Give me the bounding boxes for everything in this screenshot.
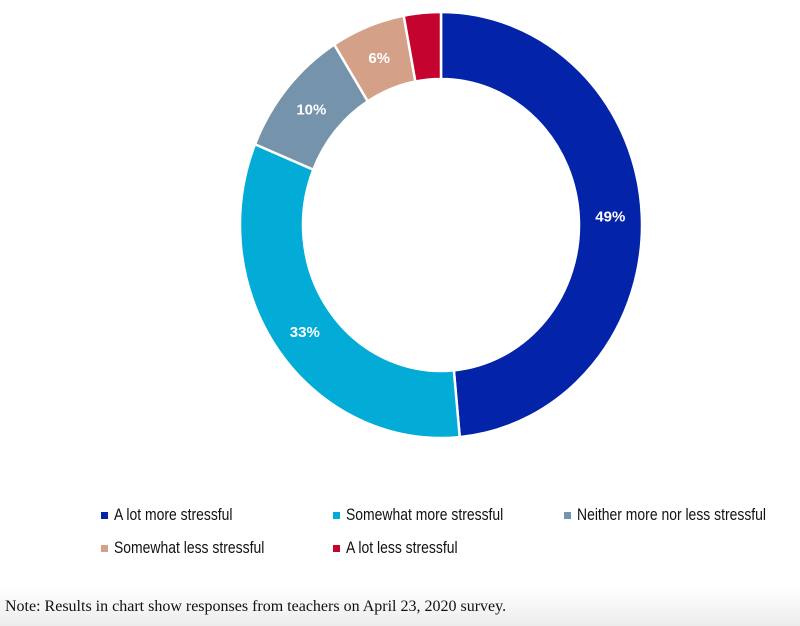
legend-item-somewhat-less: Somewhat less stressful — [101, 538, 297, 558]
data-label: 6% — [368, 50, 390, 67]
legend-swatch — [101, 544, 108, 552]
legend-label: Somewhat more stressful — [346, 505, 504, 524]
donut-slice-a-lot-less-stressful — [402, 10, 443, 84]
legend-item-a-lot-more: A lot more stressful — [101, 505, 259, 525]
legend-swatch — [101, 511, 108, 519]
legend-swatch — [333, 511, 340, 519]
data-label: 49% — [595, 209, 625, 226]
legend-label: A lot less stressful — [346, 538, 458, 557]
data-label: 10% — [296, 101, 326, 118]
donut-slice-somewhat-more-stressful — [238, 142, 462, 440]
legend-swatch — [333, 544, 340, 552]
legend-swatch — [564, 511, 571, 519]
legend-label: A lot more stressful — [114, 505, 233, 524]
data-label: 33% — [290, 324, 320, 341]
legend-item-somewhat-more: Somewhat more stressful — [333, 505, 538, 525]
legend-item-a-lot-less: A lot less stressful — [333, 538, 482, 558]
donut-chart: 49% 33% 10% 6% — [238, 10, 644, 440]
donut-slice-a-lot-more-stressful — [439, 10, 644, 439]
legend-item-neither: Neither more nor less stressful — [564, 505, 800, 525]
legend-label: Somewhat less stressful — [114, 538, 265, 557]
footer-band — [0, 588, 800, 626]
chart-note: Note: Results in chart show responses fr… — [5, 598, 507, 615]
legend-label: Neither more nor less stressful — [577, 505, 767, 524]
